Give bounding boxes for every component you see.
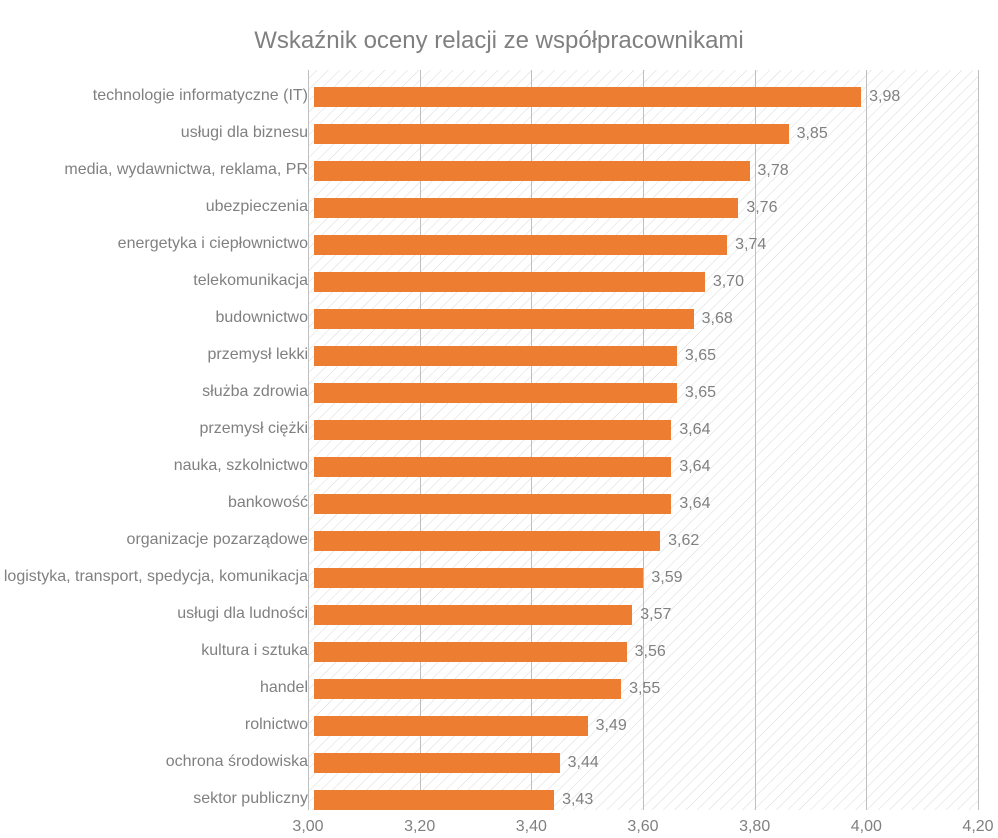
x-tick-label: 3,60	[627, 818, 658, 836]
chart-title: Wskaźnik oceny relacji ze współpracownik…	[0, 0, 998, 70]
x-tick-label: 3,80	[739, 818, 770, 836]
x-tick-label: 4,20	[962, 818, 993, 836]
x-tick-label: 3,00	[292, 818, 323, 836]
x-tick-label: 3,40	[516, 818, 547, 836]
x-tick-label: 3,20	[404, 818, 435, 836]
x-tick-label: 4,00	[851, 818, 882, 836]
chart-container: Wskaźnik oceny relacji ze współpracownik…	[0, 0, 998, 838]
plot-area: technologie informatyczne (IT)3,98usługi…	[0, 70, 998, 838]
x-ticks-layer: 3,00 3,20 3,40 3,60 3,80 4,00 4,20	[0, 70, 998, 838]
